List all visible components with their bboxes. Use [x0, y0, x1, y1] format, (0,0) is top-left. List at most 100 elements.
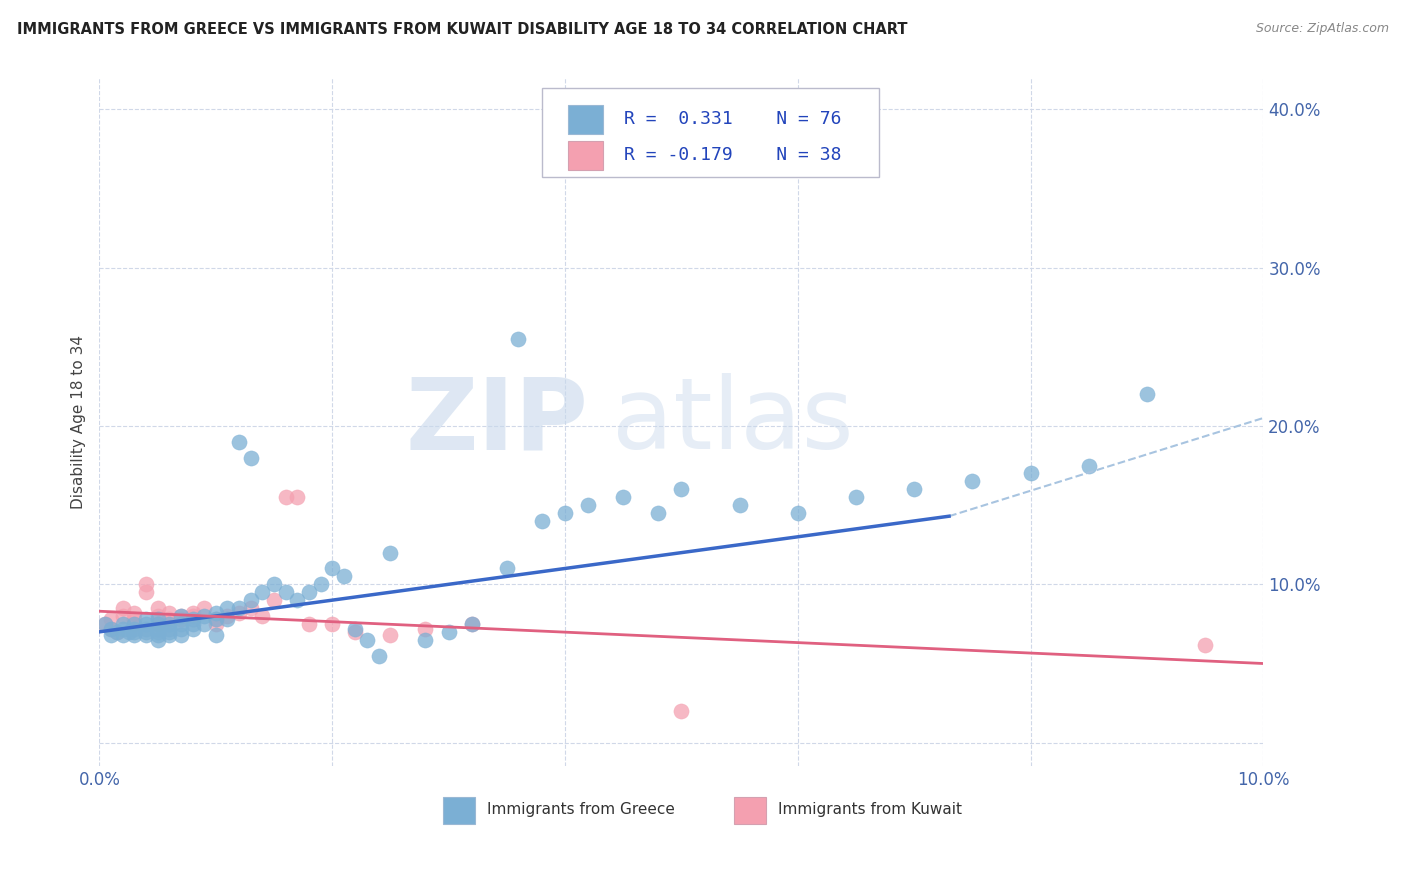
- Point: [170, 612, 193, 626]
- Point: [285, 490, 308, 504]
- Text: atlas: atlas: [612, 374, 853, 470]
- Point: [228, 606, 250, 620]
- Point: [193, 609, 215, 624]
- FancyBboxPatch shape: [734, 797, 766, 823]
- Point: [298, 616, 321, 631]
- Point: [647, 506, 669, 520]
- Point: [415, 622, 437, 636]
- Point: [146, 601, 169, 615]
- Point: [728, 498, 751, 512]
- Point: [181, 622, 204, 636]
- Point: [1077, 458, 1099, 473]
- Point: [415, 632, 437, 647]
- Point: [170, 628, 193, 642]
- Text: Source: ZipAtlas.com: Source: ZipAtlas.com: [1256, 22, 1389, 36]
- Point: [962, 475, 984, 489]
- Point: [170, 609, 193, 624]
- Point: [298, 585, 321, 599]
- Point: [252, 585, 274, 599]
- Point: [205, 606, 228, 620]
- Point: [228, 601, 250, 615]
- Text: IMMIGRANTS FROM GREECE VS IMMIGRANTS FROM KUWAIT DISABILITY AGE 18 TO 34 CORRELA: IMMIGRANTS FROM GREECE VS IMMIGRANTS FRO…: [17, 22, 907, 37]
- Point: [124, 606, 146, 620]
- Text: R =  0.331    N = 76: R = 0.331 N = 76: [624, 111, 842, 128]
- Point: [146, 616, 169, 631]
- Point: [205, 612, 228, 626]
- Point: [495, 561, 517, 575]
- Point: [157, 624, 180, 639]
- Point: [344, 622, 367, 636]
- Text: R = -0.179    N = 38: R = -0.179 N = 38: [624, 146, 842, 164]
- Point: [274, 585, 297, 599]
- Point: [461, 616, 484, 631]
- Point: [111, 616, 134, 631]
- Point: [193, 601, 215, 615]
- Point: [157, 622, 180, 636]
- FancyBboxPatch shape: [541, 87, 879, 178]
- Point: [135, 577, 157, 591]
- Point: [903, 483, 925, 497]
- Point: [135, 624, 157, 639]
- Point: [111, 601, 134, 615]
- Point: [146, 624, 169, 639]
- Point: [146, 612, 169, 626]
- Point: [205, 616, 228, 631]
- Text: ZIP: ZIP: [405, 374, 588, 470]
- Point: [344, 624, 367, 639]
- Point: [146, 616, 169, 631]
- Point: [124, 616, 146, 631]
- Point: [671, 483, 693, 497]
- Point: [845, 490, 868, 504]
- Point: [135, 585, 157, 599]
- Point: [554, 506, 576, 520]
- Point: [671, 704, 693, 718]
- Point: [576, 498, 599, 512]
- Point: [111, 622, 134, 636]
- FancyBboxPatch shape: [568, 105, 603, 134]
- Point: [612, 490, 634, 504]
- Point: [124, 612, 146, 626]
- Point: [205, 628, 228, 642]
- Point: [274, 490, 297, 504]
- Point: [380, 628, 402, 642]
- Point: [786, 506, 808, 520]
- Point: [135, 616, 157, 631]
- Text: Immigrants from Greece: Immigrants from Greece: [486, 803, 675, 817]
- Point: [105, 624, 128, 639]
- Point: [239, 593, 262, 607]
- Point: [135, 628, 157, 642]
- Point: [1019, 467, 1042, 481]
- Y-axis label: Disability Age 18 to 34: Disability Age 18 to 34: [72, 335, 86, 509]
- Point: [117, 624, 139, 639]
- Point: [170, 609, 193, 624]
- Point: [100, 628, 122, 642]
- Point: [181, 609, 204, 624]
- Point: [146, 609, 169, 624]
- Point: [321, 616, 343, 631]
- Point: [217, 601, 239, 615]
- Point: [124, 616, 146, 631]
- Text: Immigrants from Kuwait: Immigrants from Kuwait: [778, 803, 962, 817]
- Point: [135, 622, 157, 636]
- Point: [111, 628, 134, 642]
- Point: [105, 624, 128, 639]
- Point: [333, 569, 356, 583]
- FancyBboxPatch shape: [568, 141, 603, 169]
- Point: [263, 577, 285, 591]
- Point: [100, 622, 122, 636]
- Point: [94, 616, 117, 631]
- Point: [309, 577, 332, 591]
- Point: [437, 624, 460, 639]
- Point: [181, 616, 204, 631]
- Point: [157, 606, 180, 620]
- Point: [146, 622, 169, 636]
- Point: [100, 622, 122, 636]
- Point: [193, 616, 215, 631]
- Point: [157, 612, 180, 626]
- Point: [380, 546, 402, 560]
- Point: [356, 632, 378, 647]
- Point: [228, 434, 250, 449]
- Point: [508, 332, 530, 346]
- Point: [285, 593, 308, 607]
- Point: [124, 624, 146, 639]
